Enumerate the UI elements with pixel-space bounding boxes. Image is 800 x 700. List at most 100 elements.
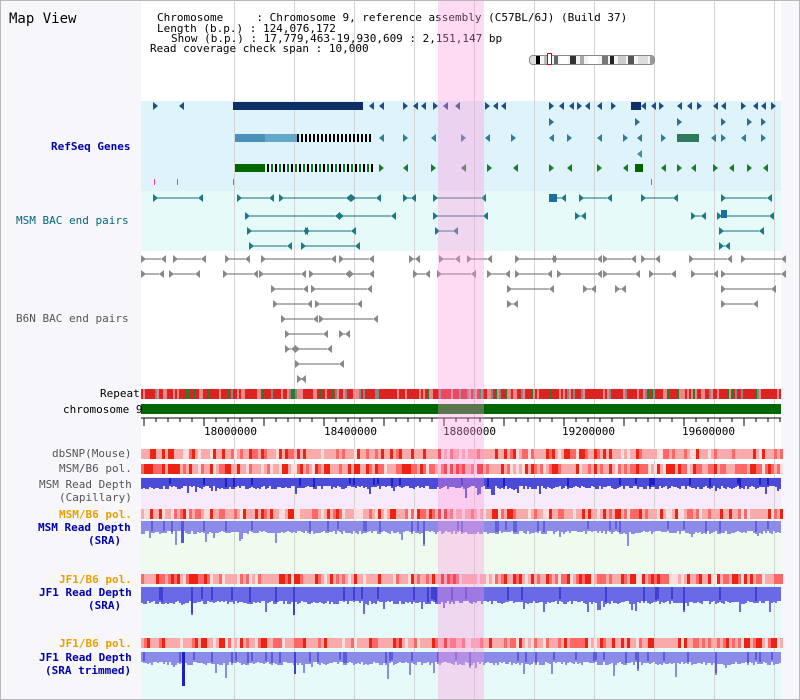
jf1-trim-depth xyxy=(559,652,561,662)
track-label-msm-bac[interactable]: MSM BAC end pairs xyxy=(16,214,129,227)
msm-sra-depth xyxy=(323,521,325,531)
msm-pol-segment xyxy=(669,464,672,474)
bac-end-marker xyxy=(781,255,786,263)
track-label-dbsnp[interactable]: dbSNP(Mouse) xyxy=(52,447,132,460)
track-label-msm-depth-sra[interactable]: MSM Read Depth xyxy=(38,521,131,534)
jf1-sra-depth xyxy=(227,587,229,604)
dbsnp-segment xyxy=(429,449,432,459)
track-label-refseq-genes[interactable]: RefSeq Genes xyxy=(51,140,131,153)
msm-pol-segment xyxy=(600,509,603,519)
bac-end-marker xyxy=(721,300,726,308)
jf1-pol-segment xyxy=(183,574,186,584)
dbsnp-segment xyxy=(633,449,636,459)
repeat-segment xyxy=(683,389,685,399)
msm-sra-depth xyxy=(237,521,239,532)
msm-pol-segment xyxy=(471,509,474,519)
jf1-sra-depth xyxy=(649,587,651,604)
jf1-trim-depth xyxy=(617,652,619,663)
repeat-segment xyxy=(649,389,651,399)
track-label-jf1-depth-trimmed[interactable]: JF1 Read Depth xyxy=(39,651,132,664)
repeat-segment xyxy=(187,389,189,399)
msm-capillary-depth xyxy=(707,478,709,488)
repeat-segment xyxy=(723,389,725,399)
repeat-segment xyxy=(503,389,505,399)
msm-sra-depth xyxy=(265,521,267,532)
repeat-segment xyxy=(285,389,287,399)
jf1-pol-segment xyxy=(447,638,450,648)
jf1-trim-depth xyxy=(403,652,405,663)
jf1-pol-segment xyxy=(174,638,177,648)
msm-pol-segment xyxy=(588,509,591,519)
jf1-pol-segment xyxy=(741,638,744,648)
jf1-sra-depth xyxy=(635,587,637,611)
msm-capillary-depth xyxy=(581,478,583,486)
jf1-trim-depth xyxy=(291,652,293,663)
jf1-trim-depth xyxy=(601,652,603,665)
msm-capillary-depth xyxy=(541,478,543,486)
msm-pol-segment xyxy=(399,464,402,474)
dbsnp-segment xyxy=(684,449,687,459)
msm-pol-segment xyxy=(411,464,414,474)
jf1-pol-segment xyxy=(600,638,603,648)
track-label-repeat[interactable]: Repeat xyxy=(100,387,140,400)
track-label-msm-depth-capillary[interactable]: MSM Read Depth xyxy=(39,478,132,491)
msm-sra-depth xyxy=(679,521,681,534)
track-label-chromosome[interactable]: chromosome 9 xyxy=(63,403,143,416)
jf1-sra-depth xyxy=(453,587,455,604)
chromosome-ideogram[interactable] xyxy=(529,53,659,65)
repeat-segment xyxy=(737,389,739,399)
dbsnp-segment xyxy=(693,449,696,459)
jf1-pol-segment xyxy=(531,638,534,648)
gene-marker xyxy=(487,164,492,172)
msm-pol-segment xyxy=(345,509,348,519)
jf1-trim-depth xyxy=(753,652,755,665)
jf1-pol-segment xyxy=(534,638,537,648)
msm-capillary-depth xyxy=(485,478,487,489)
jf1-sra-depth xyxy=(179,587,181,603)
dbsnp-segment xyxy=(522,449,525,459)
jf1-trim-depth xyxy=(415,652,417,665)
msm-capillary-depth xyxy=(391,478,393,486)
jf1-sra-depth xyxy=(695,587,697,603)
msm-sra-depth xyxy=(213,521,215,538)
msm-sra-depth xyxy=(545,521,547,534)
track-label-jf1-b6-pol-2[interactable]: JF1/B6 pol. xyxy=(59,637,132,650)
jf1-trim-depth xyxy=(627,652,629,663)
gene-marker xyxy=(729,164,734,172)
jf1-pol-segment xyxy=(315,574,318,584)
msm-pol-segment xyxy=(222,464,225,474)
jf1-trim-depth xyxy=(747,652,749,663)
msm-pol-segment xyxy=(270,509,273,519)
jf1-pol-segment xyxy=(234,638,237,648)
msm-pol-segment xyxy=(711,509,714,519)
track-label-b6n-bac[interactable]: B6N BAC end pairs xyxy=(16,312,129,325)
track-label-jf1-depth-sra[interactable]: JF1 Read Depth xyxy=(39,586,132,599)
jf1-pol-segment xyxy=(375,574,378,584)
dbsnp-segment xyxy=(468,449,471,459)
gene-marker xyxy=(637,134,642,142)
jf1-sra-depth xyxy=(645,587,647,601)
jf1-sra-depth xyxy=(529,587,531,603)
msm-pol-segment xyxy=(642,464,645,474)
track-label-jf1-b6-pol-1[interactable]: JF1/B6 pol. xyxy=(59,573,132,586)
msm-pol-segment xyxy=(720,464,723,474)
msm-pol-segment xyxy=(591,464,594,474)
jf1-sra-depth xyxy=(213,587,215,603)
jf1-sra-depth xyxy=(487,587,489,602)
track-label-msm-b6-pol-1[interactable]: MSM/B6 pol. xyxy=(59,462,132,475)
gene-marker xyxy=(651,102,656,110)
msm-pol-segment xyxy=(177,509,180,519)
jf1-sra-depth xyxy=(187,587,189,603)
jf1-sra-depth xyxy=(457,587,459,601)
msm-pol-segment xyxy=(561,464,564,474)
track-label-msm-b6-pol-2[interactable]: MSM/B6 pol. xyxy=(59,508,132,521)
jf1-sra-depth xyxy=(449,587,451,604)
msm-sra-depth xyxy=(231,521,233,532)
jf1-trim-depth xyxy=(475,652,477,668)
bac-end-marker xyxy=(319,315,324,323)
repeat-segment xyxy=(555,389,557,399)
bac-end-marker xyxy=(603,255,608,263)
repeat-segment xyxy=(659,389,661,399)
msm-pol-segment xyxy=(573,509,576,519)
msm-pol-segment xyxy=(612,464,615,474)
